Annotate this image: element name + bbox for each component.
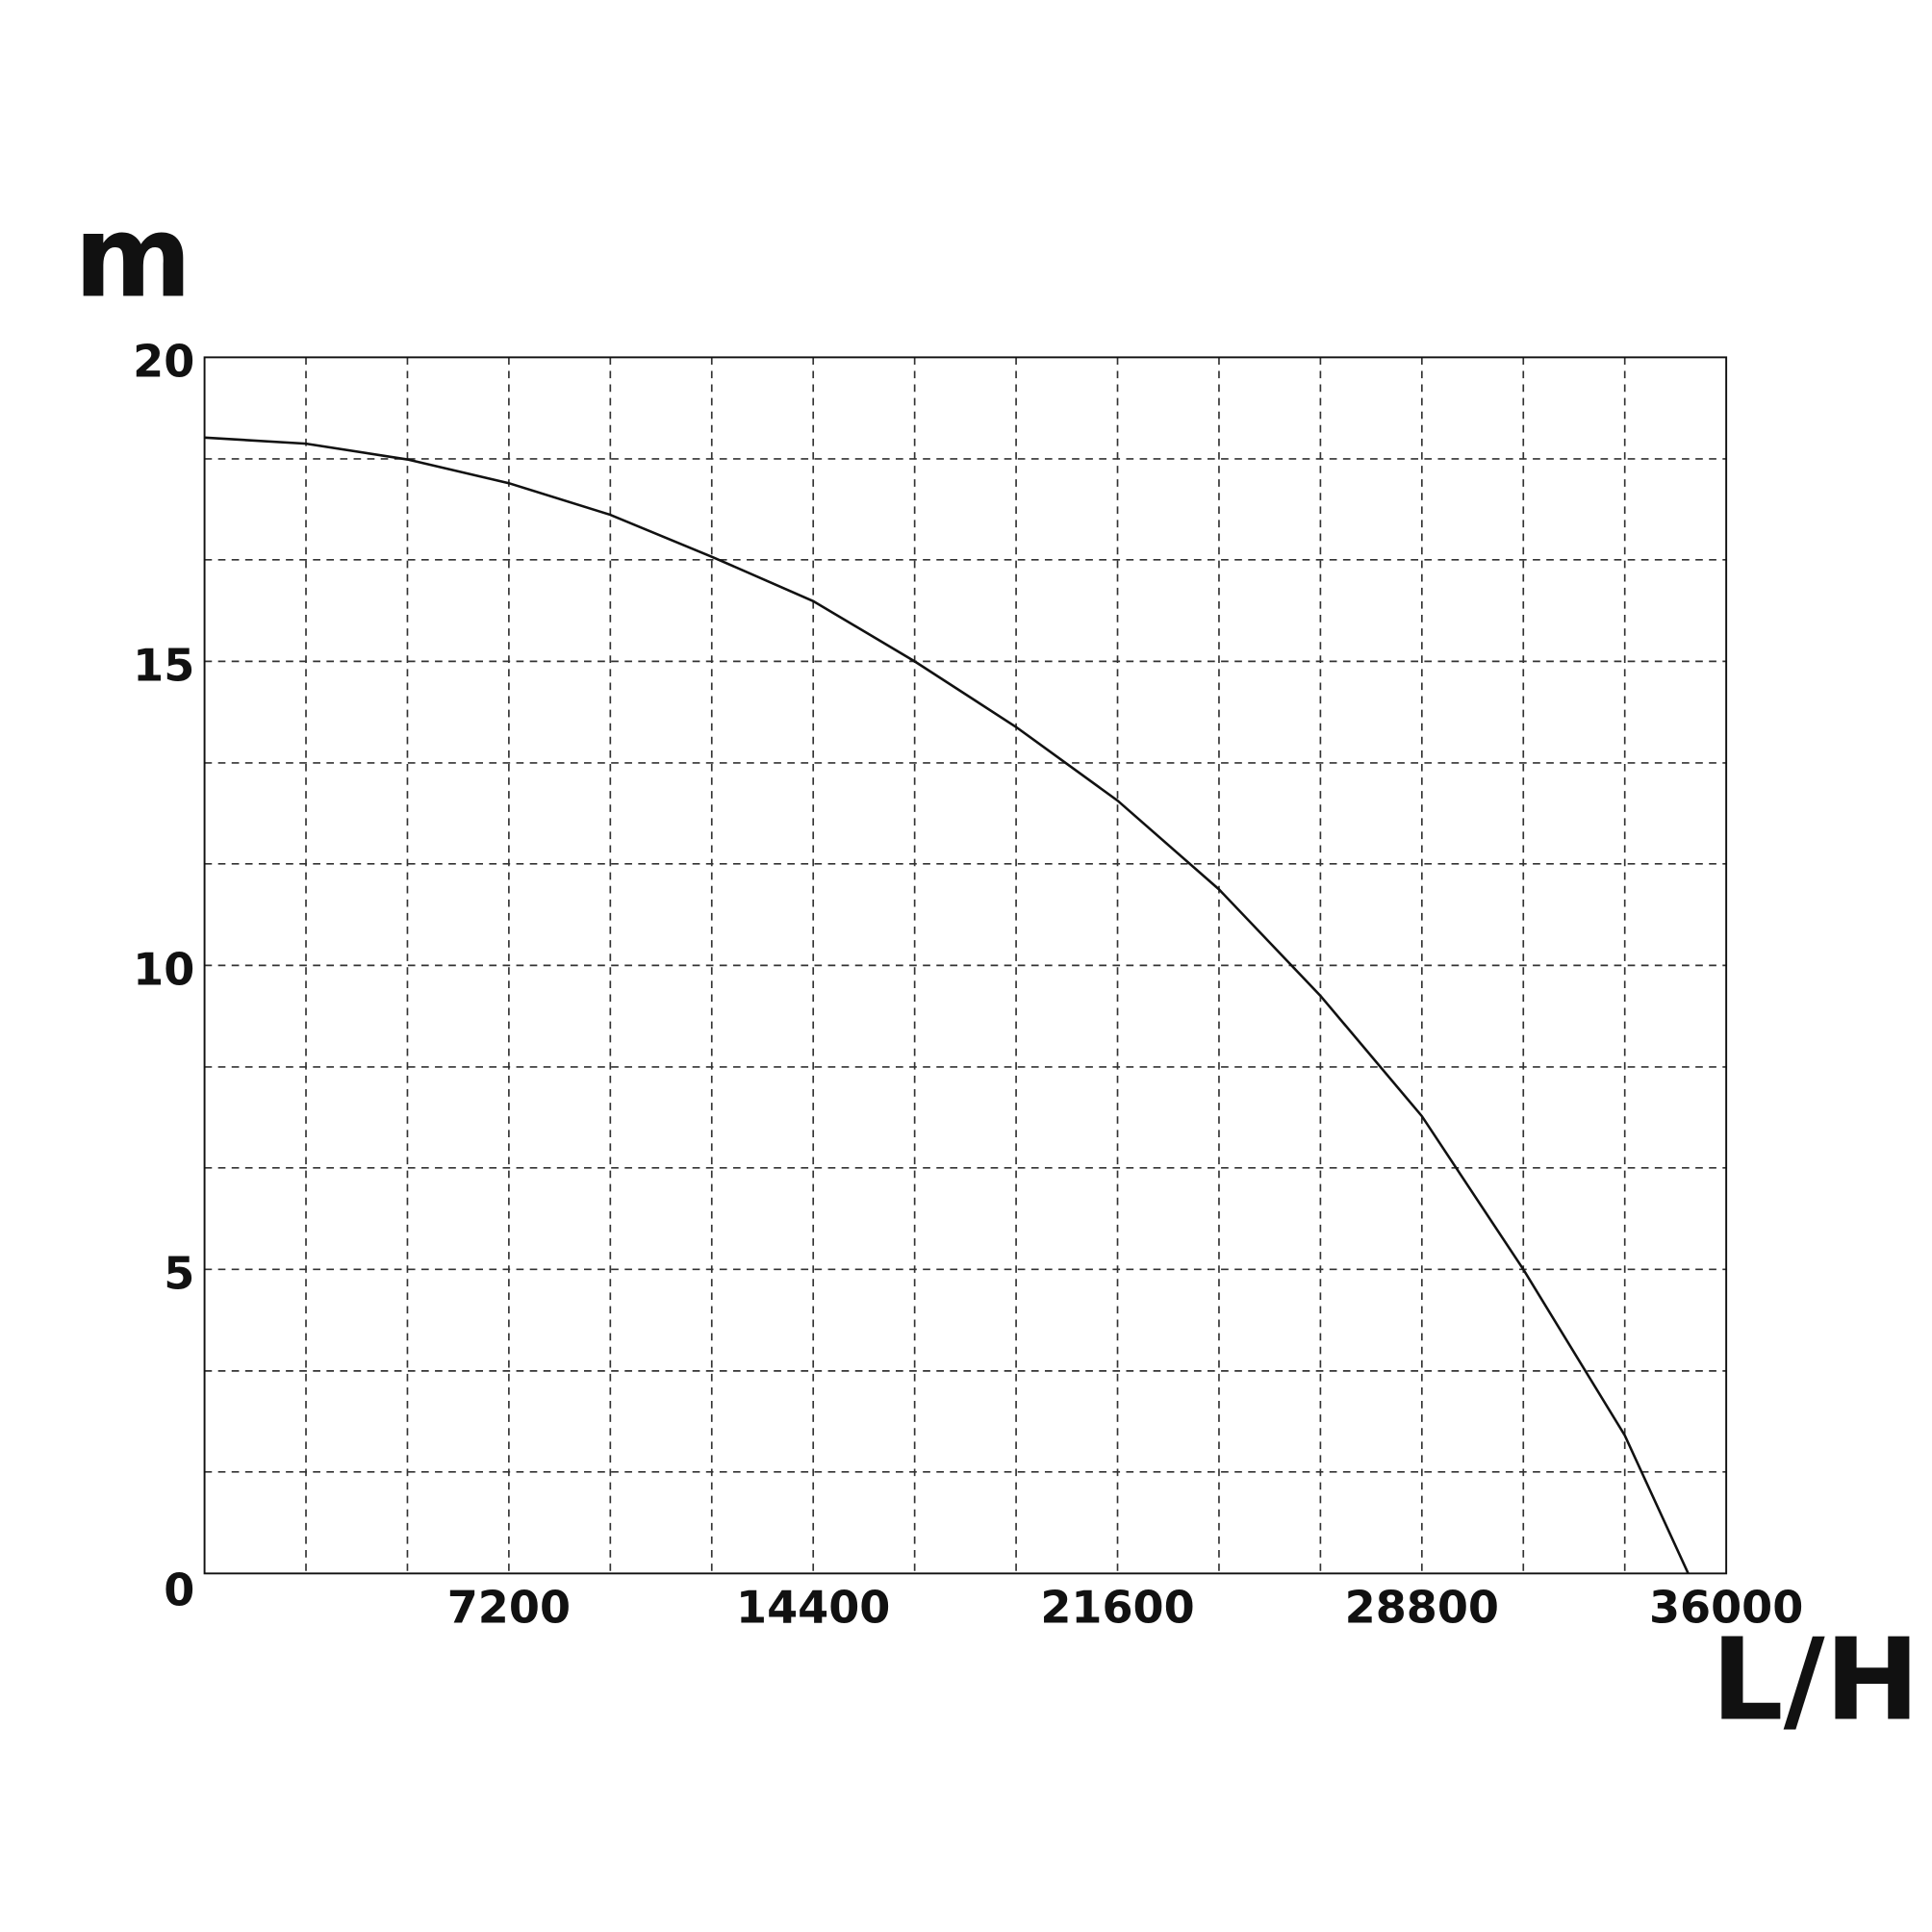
x-axis-label: L/H (1712, 1614, 1920, 1746)
x-tick-label: 7200 (447, 1581, 571, 1633)
y-tick-label: 10 (133, 944, 194, 996)
y-tick-label: 0 (164, 1563, 194, 1615)
y-axis-label: m (74, 191, 192, 323)
y-tick-label: 5 (164, 1248, 194, 1300)
y-tick-label: 15 (133, 640, 194, 692)
x-tick-label: 36000 (1649, 1581, 1803, 1633)
x-tick-label: 21600 (1040, 1581, 1194, 1633)
x-tick-label: 14400 (736, 1581, 890, 1633)
y-tick-label: 20 (133, 336, 194, 388)
curve (204, 436, 1690, 1574)
plot-frame (203, 356, 1728, 1575)
x-tick-label: 28800 (1345, 1581, 1499, 1633)
